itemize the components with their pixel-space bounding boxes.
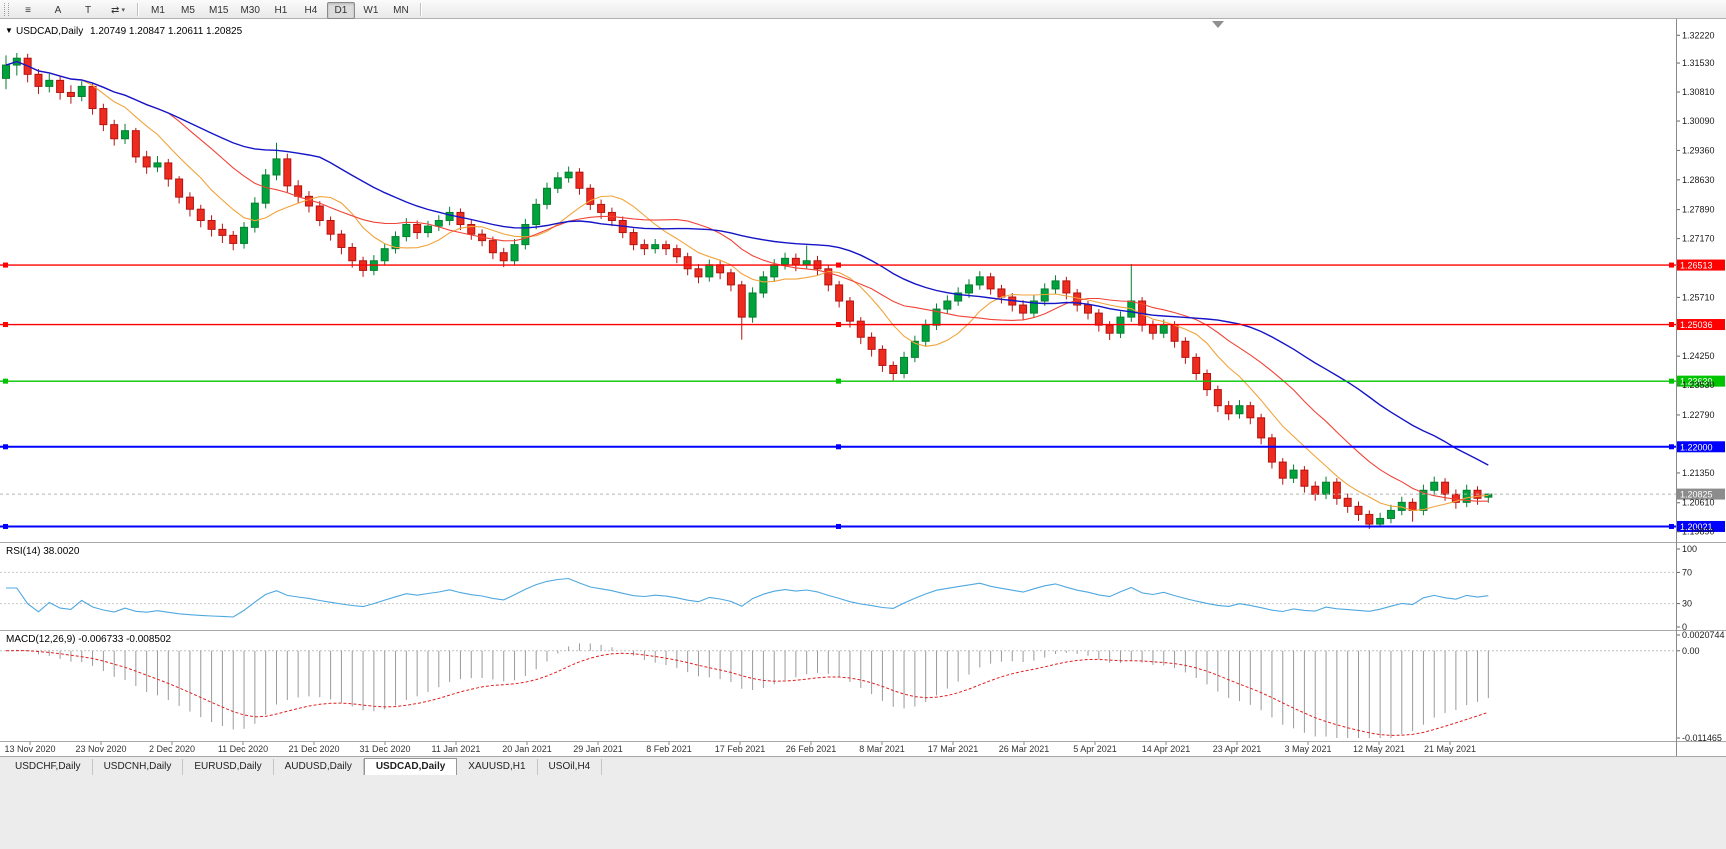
timeframe-button-W1[interactable]: W1 <box>363 4 379 16</box>
macd-layer <box>5 643 1489 738</box>
svg-text:1.21350: 1.21350 <box>1682 468 1715 478</box>
date-label: 8 Feb 2021 <box>646 744 692 754</box>
bottom-tab-bar: USDCHF,Daily USDCNH,Daily EURUSD,Daily AUDU… <box>0 756 1726 776</box>
svg-text:1.22000: 1.22000 <box>1680 442 1713 452</box>
svg-text:30: 30 <box>1682 599 1692 609</box>
svg-text:1.30090: 1.30090 <box>1682 116 1715 126</box>
date-label: 23 Apr 2021 <box>1213 744 1262 754</box>
svg-text:0: 0 <box>1682 622 1687 632</box>
svg-text:1.20021: 1.20021 <box>1680 522 1713 532</box>
chart-tab-USDCAD[interactable]: USDCAD,Daily <box>363 758 458 776</box>
timeframe-buttons: M1 M5 M15 M30 H1 H4 D1 W1 MN <box>143 0 416 19</box>
symbol-cycle-button[interactable]: ⇄ ▾ <box>111 4 125 16</box>
toolbar: ≡ A T ⇄ ▾ M1 M5 M15 M30 H1 H4 D1 W1 MN <box>0 0 1726 19</box>
price-axis: 1.26513 1.25036 1.23630 1.22000 1.20021 1.208… <box>1676 30 1725 743</box>
svg-text:70: 70 <box>1682 567 1692 577</box>
timeframe-button-M30[interactable]: M30 <box>240 4 260 16</box>
svg-text:0.00: 0.00 <box>1682 646 1700 656</box>
svg-text:1.31530: 1.31530 <box>1682 58 1715 68</box>
main-chart[interactable]: 1.26513 1.25036 1.23630 1.22000 1.20021 1.208… <box>0 19 1726 756</box>
toolbar-left-buttons: ≡ A T ⇄ ▾ <box>13 0 133 19</box>
svg-text:1.28630: 1.28630 <box>1682 175 1715 185</box>
chart-shift-marker-icon[interactable] <box>1212 21 1224 28</box>
svg-text:1.19890: 1.19890 <box>1682 527 1715 537</box>
svg-text:100: 100 <box>1682 544 1697 554</box>
timeframe-button-H1[interactable]: H1 <box>274 4 288 16</box>
svg-text:1.26513: 1.26513 <box>1680 261 1713 271</box>
dropdown-caret-icon: ▾ <box>121 7 125 14</box>
svg-text:1.27170: 1.27170 <box>1682 234 1715 244</box>
charts-menu-button[interactable]: ≡ <box>25 4 31 16</box>
macd-label: MACD(12,26,9) -0.006733 -0.008502 <box>6 634 172 645</box>
moving-averages-layer <box>5 60 1489 512</box>
date-label: 21 Dec 2020 <box>288 744 339 754</box>
rsi-label: RSI(14) 38.0020 <box>6 546 80 557</box>
svg-text:1.30810: 1.30810 <box>1682 87 1715 97</box>
collapse-ohlc-icon[interactable]: ▼ <box>5 26 13 35</box>
date-label: 29 Jan 2021 <box>573 744 623 754</box>
timeframe-button-D1[interactable]: D1 <box>326 1 355 19</box>
toolbar-separator <box>419 2 422 16</box>
timeframe-button-M5[interactable]: M5 <box>181 4 195 16</box>
rsi-layer <box>6 577 1489 618</box>
timeframe-button-H4[interactable]: H4 <box>304 4 318 16</box>
indicator-level-lines <box>0 571 1676 652</box>
date-label: 2 Dec 2020 <box>149 744 195 754</box>
date-label: 11 Dec 2020 <box>218 744 268 754</box>
bottom-filler <box>0 775 1726 849</box>
date-label: 23 Nov 2020 <box>75 744 126 754</box>
svg-text:1.20610: 1.20610 <box>1682 498 1715 508</box>
date-label: 14 Apr 2021 <box>1142 744 1191 754</box>
date-label: 17 Feb 2021 <box>715 744 766 754</box>
toolbar-separator <box>137 2 139 16</box>
candles-layer <box>2 52 1493 529</box>
cursor-tool-button[interactable]: A <box>54 4 62 16</box>
chart-ohlc-values: 1.20749 1.20847 1.20611 1.20825 <box>90 26 243 37</box>
chart-title: USDCAD,Daily <box>16 26 83 37</box>
chart-tab-XAUUSD[interactable]: XAUUSD,H1 <box>457 759 538 775</box>
pane-dividers <box>0 19 1726 756</box>
chart-tab-AUDUSD[interactable]: AUDUSD,Daily <box>274 759 364 775</box>
chart-tab-EURUSD[interactable]: EURUSD,Daily <box>183 759 274 775</box>
date-label: 12 May 2021 <box>1353 744 1405 754</box>
svg-text:1.23530: 1.23530 <box>1682 380 1715 390</box>
chart-tab-USDCNH[interactable]: USDCNH,Daily <box>93 759 184 775</box>
timeframe-button-MN[interactable]: MN <box>393 4 409 16</box>
svg-text:1.29360: 1.29360 <box>1682 145 1715 155</box>
date-label: 26 Feb 2021 <box>786 744 837 754</box>
toolbar-grip[interactable] <box>4 2 9 16</box>
date-label: 21 May 2021 <box>1424 744 1476 754</box>
date-label: 31 Dec 2020 <box>359 744 410 754</box>
svg-text:0.0020744: 0.0020744 <box>1682 630 1725 640</box>
date-label: 13 Nov 2020 <box>4 744 55 754</box>
chart-tab-USDCHF[interactable]: USDCHF,Daily <box>4 759 93 775</box>
timeframe-button-M15[interactable]: M15 <box>209 4 229 16</box>
date-label: 20 Jan 2021 <box>502 744 552 754</box>
svg-text:1.25710: 1.25710 <box>1682 292 1715 302</box>
horizontal-lines-layer <box>0 262 1676 529</box>
svg-text:1.24250: 1.24250 <box>1682 351 1715 361</box>
date-label: 3 May 2021 <box>1284 744 1331 754</box>
date-axis: 13 Nov 2020 23 Nov 2020 2 Dec 2020 11 Dec 2… <box>4 742 1476 754</box>
date-label: 5 Apr 2021 <box>1073 744 1117 754</box>
text-tool-button[interactable]: T <box>84 4 92 16</box>
svg-text:1.20825: 1.20825 <box>1680 490 1713 500</box>
svg-text:1.23630: 1.23630 <box>1680 377 1713 387</box>
chart-tab-USOil[interactable]: USOil,H4 <box>538 759 603 775</box>
date-label: 8 Mar 2021 <box>859 744 905 754</box>
svg-text:1.25036: 1.25036 <box>1680 320 1713 330</box>
chart-window: 1.26513 1.25036 1.23630 1.22000 1.20021 1.208… <box>0 19 1726 756</box>
svg-text:1.27890: 1.27890 <box>1682 205 1715 215</box>
timeframe-button-M1[interactable]: M1 <box>151 4 165 16</box>
svg-text:-0.011465: -0.011465 <box>1682 733 1722 743</box>
svg-text:1.22790: 1.22790 <box>1682 410 1715 420</box>
date-label: 17 Mar 2021 <box>928 744 979 754</box>
svg-text:1.32220: 1.32220 <box>1682 30 1715 40</box>
date-label: 26 Mar 2021 <box>999 744 1050 754</box>
date-label: 11 Jan 2021 <box>432 744 481 754</box>
